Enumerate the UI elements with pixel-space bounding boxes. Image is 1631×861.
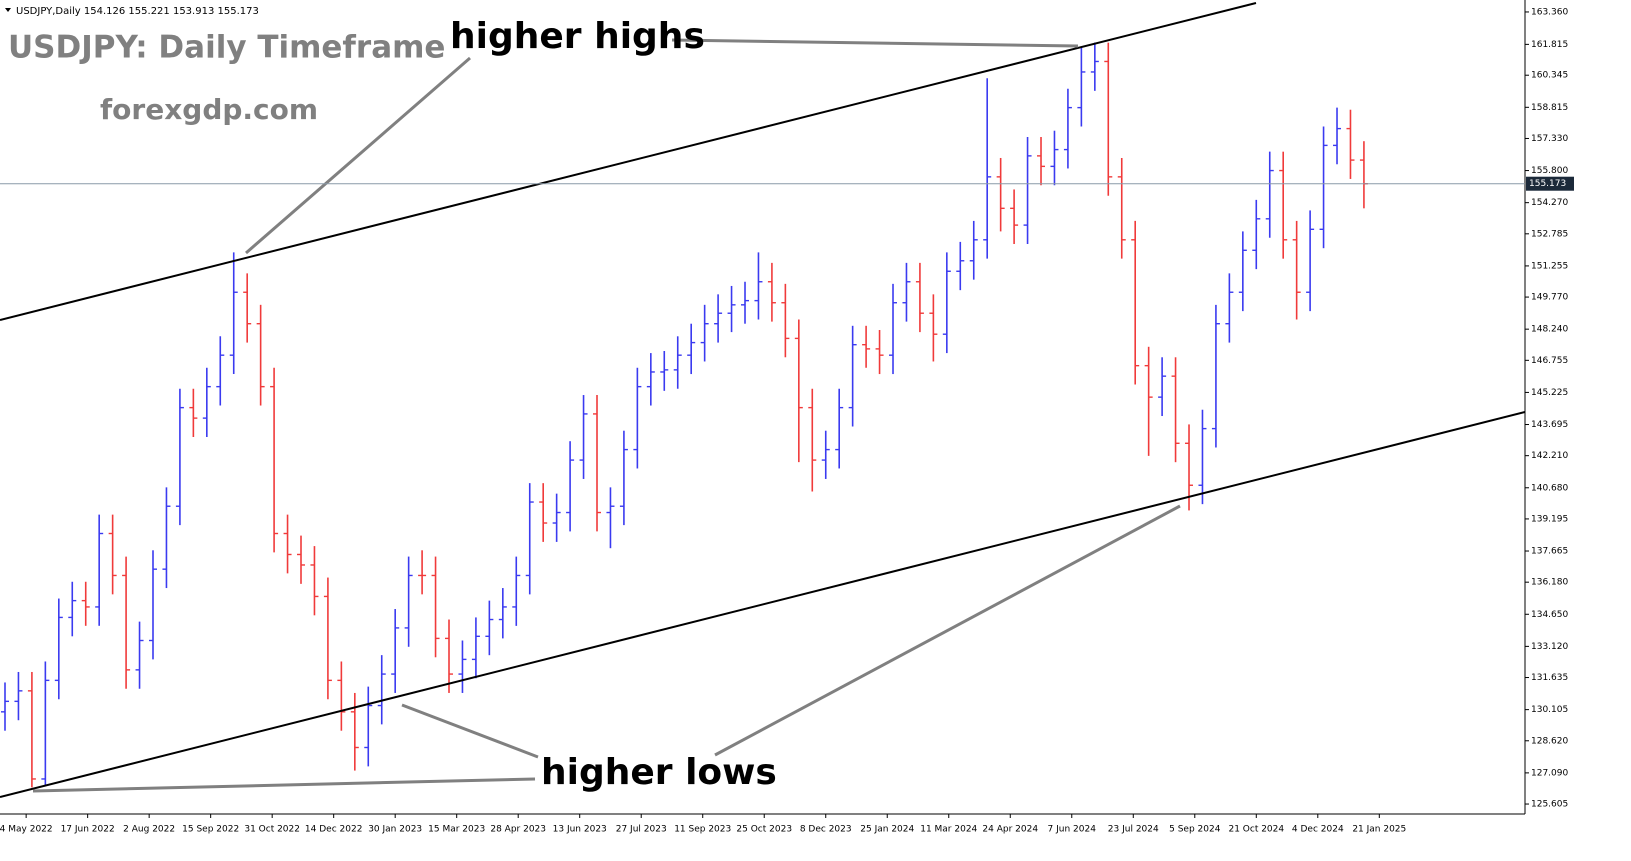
x-tick-label: 4 Dec 2024 bbox=[1292, 825, 1344, 835]
x-tick-label: 28 Apr 2023 bbox=[490, 825, 546, 835]
y-tick-label: 133.120 bbox=[1531, 642, 1568, 652]
pointer-line bbox=[714, 504, 1181, 757]
x-tick-label: 27 Jul 2023 bbox=[616, 825, 667, 835]
chart-subtitle: forexgdp.com bbox=[100, 93, 318, 126]
price-layer: 155.173 bbox=[0, 176, 1574, 191]
last-price-box bbox=[1526, 176, 1574, 191]
y-tick-label: 158.815 bbox=[1531, 103, 1568, 113]
pointer-line bbox=[32, 777, 536, 793]
y-tick-label: 136.180 bbox=[1531, 578, 1568, 588]
header-icon bbox=[5, 8, 11, 12]
axes-layer: 163.360 161.815 160.345 158.815 157.330 155.8… bbox=[0, 7, 1568, 834]
x-tick-label: 11 Sep 2023 bbox=[674, 825, 731, 835]
y-tick-label: 146.755 bbox=[1531, 356, 1568, 366]
x-tick-label: 24 Apr 2024 bbox=[982, 825, 1038, 835]
x-tick-label: 23 Jul 2024 bbox=[1108, 825, 1159, 835]
y-tick-label: 134.650 bbox=[1531, 610, 1568, 620]
y-tick-label: 157.330 bbox=[1531, 134, 1568, 144]
y-tick-label: 145.225 bbox=[1531, 388, 1568, 398]
header: USDJPY,Daily 154.126 155.221 153.913 155… bbox=[16, 6, 259, 17]
upper-trendline bbox=[0, 2, 1257, 321]
y-tick-label: 131.635 bbox=[1531, 673, 1568, 683]
y-tick-label: 130.105 bbox=[1531, 705, 1568, 715]
x-tick-label: 15 Mar 2023 bbox=[428, 825, 485, 835]
x-tick-label: 17 Jun 2022 bbox=[61, 825, 115, 835]
y-tick-label: 140.680 bbox=[1531, 483, 1568, 493]
y-tick-label: 154.270 bbox=[1531, 198, 1568, 208]
x-tick-label: 14 Dec 2022 bbox=[305, 825, 363, 835]
y-tick-label: 152.785 bbox=[1531, 229, 1568, 239]
x-tick-label: 7 Jun 2024 bbox=[1048, 825, 1097, 835]
bars-layer bbox=[0, 42, 1368, 788]
x-tick-label: 13 Jun 2023 bbox=[553, 825, 607, 835]
x-tick-label: 11 Mar 2024 bbox=[920, 825, 977, 835]
annotation: higher lows bbox=[541, 752, 777, 793]
annotation: higher highs bbox=[450, 16, 705, 57]
lower-trendline bbox=[0, 411, 1526, 798]
y-tick-label: 160.345 bbox=[1531, 71, 1568, 81]
y-tick-label: 155.800 bbox=[1531, 166, 1568, 176]
y-tick-label: 128.620 bbox=[1531, 736, 1568, 746]
last-price-label: 155.173 bbox=[1529, 179, 1566, 189]
x-tick-label: 30 Jan 2023 bbox=[368, 825, 422, 835]
y-tick-label: 139.195 bbox=[1531, 514, 1568, 524]
y-tick-label: 137.665 bbox=[1531, 547, 1568, 557]
y-tick-label: 142.210 bbox=[1531, 451, 1568, 461]
y-tick-label: 151.255 bbox=[1531, 261, 1568, 271]
x-tick-label: 8 Dec 2023 bbox=[800, 825, 852, 835]
x-tick-label: 15 Sep 2022 bbox=[182, 825, 239, 835]
x-tick-label: 2 Aug 2022 bbox=[123, 825, 175, 835]
x-tick-label: 25 Jan 2024 bbox=[860, 825, 914, 835]
pointer-line bbox=[245, 56, 471, 255]
y-tick-label: 163.360 bbox=[1531, 7, 1568, 17]
chart-title: USDJPY: Daily Timeframe bbox=[8, 30, 445, 66]
y-tick-label: 143.695 bbox=[1531, 420, 1568, 430]
x-tick-label: 21 Oct 2024 bbox=[1228, 825, 1284, 835]
pointer-line bbox=[671, 38, 1079, 48]
y-tick-label: 125.605 bbox=[1531, 800, 1568, 810]
pointer-line bbox=[401, 703, 539, 759]
y-tick-label: 148.240 bbox=[1531, 325, 1568, 335]
y-tick-label: 161.815 bbox=[1531, 40, 1568, 50]
x-tick-label: 5 Sep 2024 bbox=[1169, 825, 1221, 835]
x-tick-label: 4 May 2022 bbox=[0, 825, 53, 835]
x-tick-label: 25 Oct 2023 bbox=[736, 825, 792, 835]
x-tick-label: 31 Oct 2022 bbox=[244, 825, 300, 835]
y-tick-label: 127.090 bbox=[1531, 768, 1568, 778]
y-tick-label: 149.770 bbox=[1531, 293, 1568, 303]
x-tick-label: 21 Jan 2025 bbox=[1352, 825, 1406, 835]
